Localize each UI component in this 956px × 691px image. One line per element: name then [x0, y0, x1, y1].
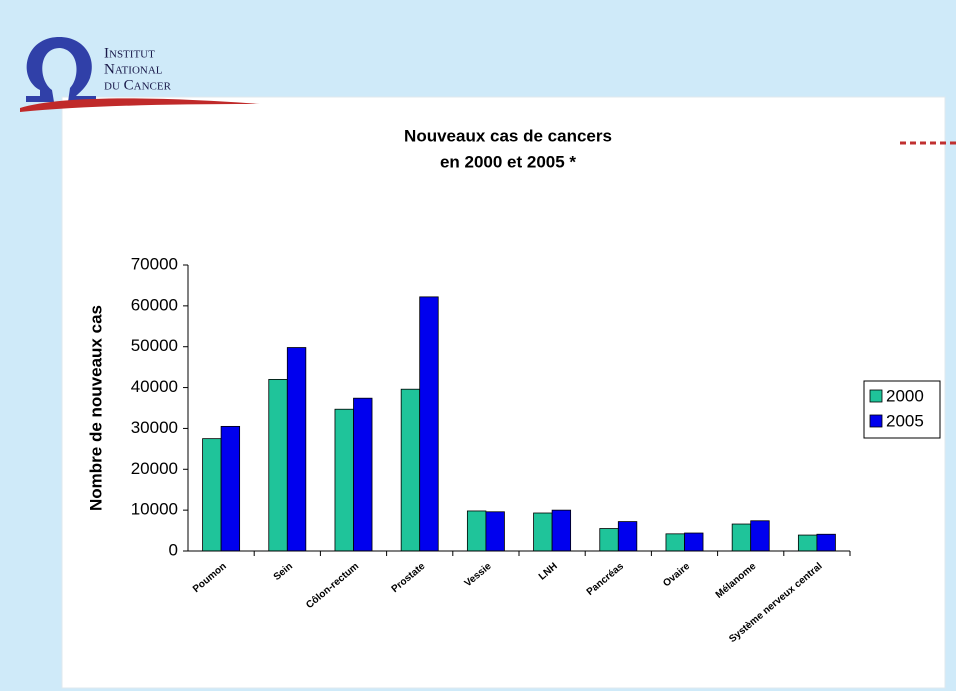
y-axis-label: Nombre de nouveaux cas: [86, 305, 105, 511]
bar: [816, 533, 836, 552]
y-tick-label: 60000: [131, 295, 178, 314]
bar: [419, 296, 439, 552]
legend-swatch: [869, 414, 883, 428]
bar: [466, 510, 487, 552]
bar: [617, 521, 638, 552]
logo: Institut National du Cancer: [20, 37, 260, 112]
legend-swatch: [869, 389, 883, 403]
logo-swoosh: [20, 98, 260, 112]
bar: [286, 347, 307, 552]
bar: [400, 388, 421, 552]
chart-title: en 2000 et 2005 *: [440, 152, 576, 171]
y-tick-label: 10000: [131, 500, 178, 519]
y-tick-label: 20000: [131, 459, 178, 478]
legend-label: 2000: [886, 386, 924, 405]
y-tick-label: 30000: [131, 418, 178, 437]
y-tick-label: 50000: [131, 336, 178, 355]
bar: [797, 534, 818, 552]
bar: [551, 509, 572, 552]
bar: [665, 533, 685, 552]
bar: [485, 511, 505, 552]
y-tick-label: 40000: [131, 377, 178, 396]
bar: [533, 512, 553, 552]
logo-text: National: [104, 61, 163, 77]
y-tick-label: 0: [169, 540, 178, 559]
legend-label: 2005: [886, 411, 924, 430]
bar: [202, 438, 222, 552]
chart-title: Nouveaux cas de cancers: [404, 126, 612, 145]
y-tick-label: 70000: [131, 254, 178, 273]
logo-text: du Cancer: [104, 77, 172, 93]
logo-mark: [26, 37, 96, 103]
bar: [750, 520, 770, 552]
bar: [599, 528, 619, 552]
bar: [334, 408, 354, 552]
bar: [353, 397, 373, 552]
bar: [220, 425, 241, 552]
bar: [731, 523, 752, 552]
logo-text: Institut: [104, 45, 155, 61]
chart-panel: [61, 96, 946, 689]
bar: [684, 532, 704, 552]
bar: [268, 378, 288, 552]
